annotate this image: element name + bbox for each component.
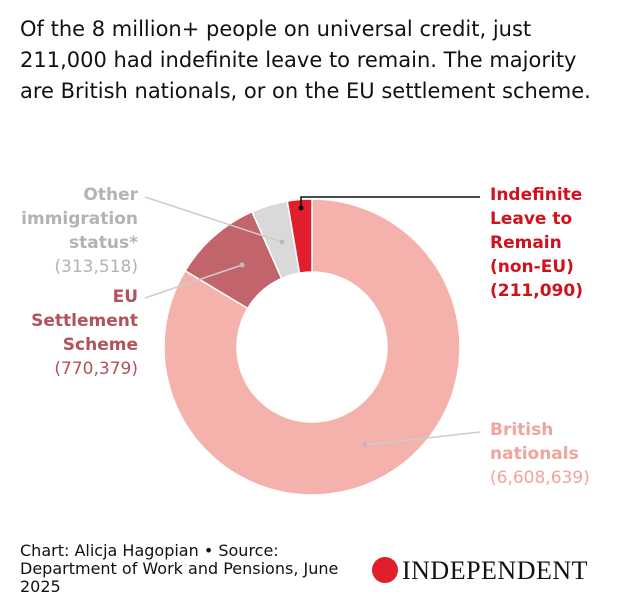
category-label: British nationals: [490, 420, 579, 464]
leader-line: [144, 264, 243, 299]
slice-label: Other immigration status* (313,518): [20, 183, 138, 279]
slice-label: Indefinite Leave to Remain (non-EU) (211,…: [490, 183, 590, 303]
category-label: Other immigration status*: [21, 185, 138, 253]
leader-line: [144, 196, 283, 243]
source: Chart: Alicja Hagopian • Source: Departm…: [20, 541, 339, 596]
value-label: (211,090): [490, 281, 583, 301]
chart-title: Of the 8 million+ people on universal cr…: [20, 17, 591, 103]
value-label: (770,379): [54, 359, 138, 379]
value-label: (6,608,639): [490, 468, 590, 488]
leader-dot: [298, 205, 304, 211]
logo-icon: [372, 557, 398, 583]
logo: INDEPENDENT: [402, 556, 589, 585]
leader-dot: [279, 239, 285, 245]
leader-dot: [362, 442, 368, 448]
value-label: (313,518): [54, 257, 138, 277]
slice: [163, 198, 461, 496]
leader-line: [300, 196, 480, 208]
leader-line: [364, 431, 481, 446]
slice-label: EU Settlement Scheme (770,379): [20, 285, 138, 381]
slice-label: British nationals (6,608,639): [490, 418, 590, 490]
category-label: EU Settlement Scheme: [31, 287, 138, 355]
slice: [286, 198, 313, 274]
leader-dot: [239, 262, 245, 268]
category-label: Indefinite Leave to Remain (non-EU): [490, 185, 583, 277]
